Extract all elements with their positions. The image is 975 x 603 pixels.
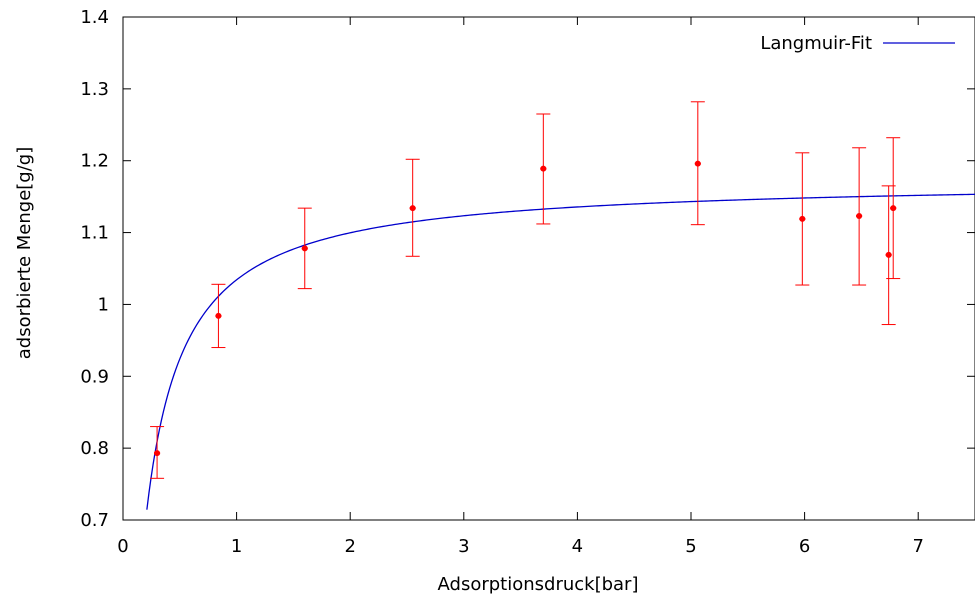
legend: Langmuir-Fit (760, 33, 955, 54)
plot-frame (122, 16, 975, 521)
data-point (150, 426, 165, 479)
langmuir-fit-line (146, 193, 975, 510)
x-tick-label: 2 (344, 536, 355, 557)
axes (122, 16, 975, 521)
fit-curve-layer (146, 193, 975, 510)
y-tick-label: 1.2 (80, 151, 109, 172)
point-marker (540, 165, 547, 172)
y-tick-label: 1 (98, 294, 109, 315)
point-marker (799, 215, 806, 222)
point-marker (301, 245, 308, 252)
x-tick-label: 5 (685, 536, 696, 557)
data-point (211, 283, 226, 349)
point-marker (409, 205, 416, 212)
data-points-layer (150, 101, 901, 479)
y-tick-label: 0.7 (80, 510, 109, 531)
y-axis-title: adsorbierte Menge[g/g] (14, 147, 35, 359)
y-tick-label: 1.3 (80, 79, 109, 100)
ticks: 0 1 2 3 4 5 6 7 0.7 0.8 0.9 1 1.1 1.2 1.3 1.4 (80, 7, 975, 557)
point-marker (890, 205, 897, 212)
y-tick-label: 1.1 (80, 223, 109, 244)
data-point (795, 152, 810, 286)
y-tick-label: 1.4 (80, 7, 109, 28)
x-axis-title: Adsorptionsdruck[bar] (438, 574, 639, 595)
point-marker (856, 213, 863, 220)
point-marker (694, 160, 701, 167)
y-tick-label: 0.8 (80, 438, 109, 459)
data-point (297, 207, 312, 290)
data-point (881, 185, 896, 326)
data-point (405, 158, 420, 257)
data-point (886, 137, 901, 280)
x-tick-label: 0 (117, 536, 128, 557)
point-marker (215, 312, 222, 319)
x-tick-label: 4 (572, 536, 583, 557)
x-tick-label: 1 (231, 536, 242, 557)
data-point (852, 147, 867, 286)
y-tick-label: 0.9 (80, 366, 109, 387)
x-tick-label: 7 (912, 536, 923, 557)
data-point (690, 101, 705, 226)
data-point (536, 113, 551, 225)
legend-label: Langmuir-Fit (760, 33, 872, 54)
x-tick-label: 3 (458, 536, 469, 557)
point-marker (154, 450, 161, 457)
x-tick-label: 6 (799, 536, 810, 557)
point-marker (885, 251, 892, 258)
